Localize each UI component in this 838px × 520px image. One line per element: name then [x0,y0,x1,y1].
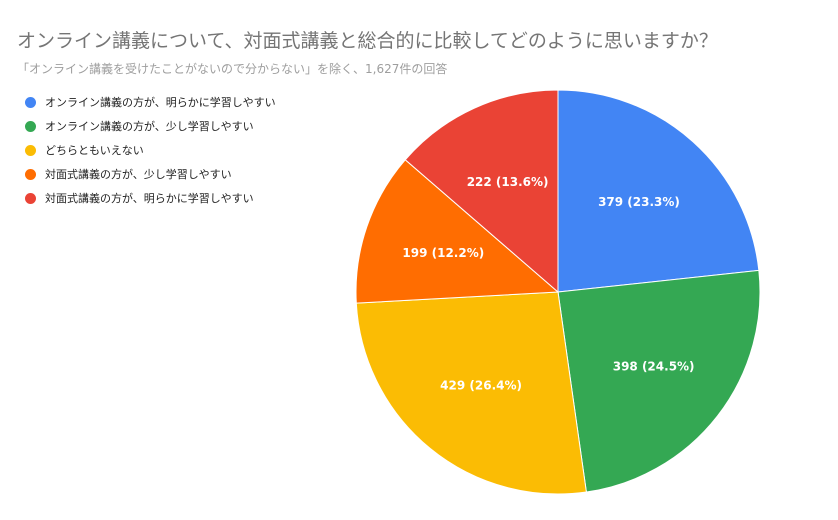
legend-label-neutral: どちらともいえない [45,144,144,157]
legend-label-inperson-slightly: 対面式講義の方が、少し学習しやすい [45,168,232,181]
slice-label-online-clearly: 379 (23.3%) [598,195,680,209]
legend-dot-inperson-clearly [25,192,36,204]
pie-slice-neutral [355,291,587,495]
chart-legend: オンライン講義の方が、明らかに学習しやすい オンライン講義の方が、少し学習しやす… [25,90,276,210]
chart-title: オンライン講義について、対面式講義と総合的に比較してどのように思いますか？ [17,30,718,52]
chart-subtitle: 「オンライン講義を受けたことがないので分からない」を除く、1,627件の回答 [17,62,448,76]
pie-slice-online-slightly [557,269,761,493]
legend-dot-online-clearly [25,96,36,108]
slice-label-inperson-slightly: 199 (12.2%) [402,246,484,260]
legend-item-online-clearly: オンライン講義の方が、明らかに学習しやすい [25,90,276,114]
slice-label-online-slightly: 398 (24.5%) [613,359,695,373]
legend-dot-online-slightly [25,120,36,132]
legend-label-online-clearly: オンライン講義の方が、明らかに学習しやすい [45,96,276,109]
legend-label-online-slightly: オンライン講義の方が、少し学習しやすい [45,120,254,133]
legend-item-online-slightly: オンライン講義の方が、少し学習しやすい [25,114,276,138]
legend-dot-neutral [25,144,36,156]
pie-slice-inperson-slightly [355,159,560,304]
legend-item-inperson-slightly: 対面式講義の方が、少し学習しやすい [25,162,276,186]
pie-slice-online-clearly [557,89,760,293]
pie-slice-inperson-clearly [404,89,559,294]
legend-item-neutral: どちらともいえない [25,138,276,162]
slice-label-inperson-clearly: 222 (13.6%) [467,175,549,189]
slice-label-neutral: 429 (26.4%) [440,379,522,393]
legend-label-inperson-clearly: 対面式講義の方が、明らかに学習しやすい [45,192,254,205]
legend-item-inperson-clearly: 対面式講義の方が、明らかに学習しやすい [25,186,276,210]
legend-dot-inperson-slightly [25,168,36,180]
